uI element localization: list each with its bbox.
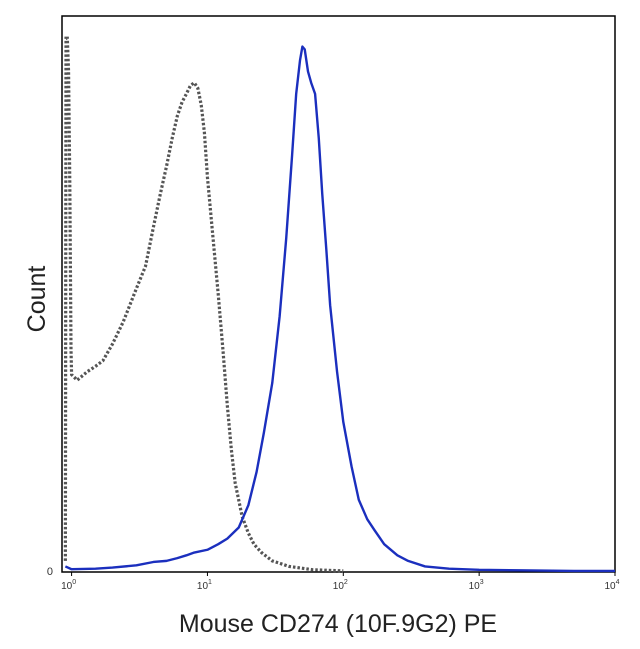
series-line-1 xyxy=(64,45,615,573)
plot-frame xyxy=(61,15,616,573)
x-tick-label-1: 101 xyxy=(197,579,212,592)
x-axis-ticks: 100 101 102 103 104 xyxy=(61,572,620,592)
y-axis-title: Count xyxy=(23,266,51,333)
x-tick-label-0: 100 xyxy=(61,579,76,592)
series-line-0 xyxy=(63,36,344,573)
x-tick-label-3: 103 xyxy=(469,579,484,592)
y-tick-label-0: 0 xyxy=(47,566,53,578)
x-axis-title: Mouse CD274 (10F.9G2) PE xyxy=(179,610,497,638)
x-tick-label-4: 104 xyxy=(604,579,619,592)
x-tick-label-2: 102 xyxy=(333,579,348,592)
series-layer xyxy=(63,36,615,573)
